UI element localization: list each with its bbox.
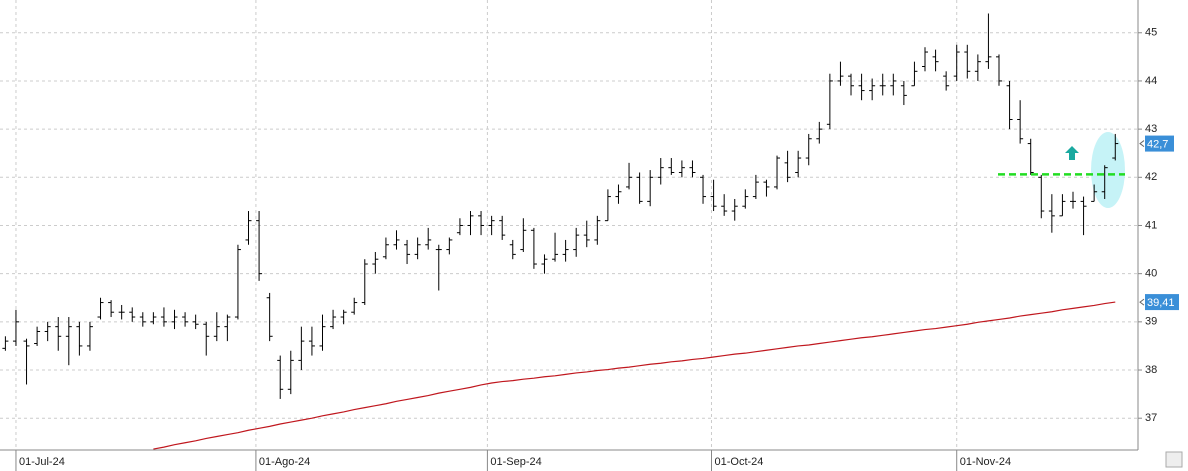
price-tag-label: 39,41 [1147,297,1175,309]
moving-average [153,301,1116,450]
price-tag-label: 42,7 [1147,138,1168,150]
price-pointer [1139,298,1145,306]
x-tick-label: 01-Ago-24 [259,456,310,468]
y-tick-label: 41 [1145,219,1157,231]
y-tick-label: 37 [1145,412,1157,424]
x-tick-label: 01-Nov-24 [960,456,1011,468]
x-tick-label: 01-Jul-24 [19,456,65,468]
y-tick-label: 45 [1145,27,1157,39]
y-tick-label: 44 [1145,75,1157,87]
y-tick-label: 42 [1145,171,1157,183]
highlight-ellipse [1091,132,1125,208]
price-pointer [1139,140,1145,147]
price-tag [1145,294,1179,311]
y-tick-label: 38 [1145,364,1157,376]
y-tick-label: 39 [1145,316,1157,328]
x-tick-label: 01-Oct-24 [714,456,763,468]
settings-button[interactable] [1165,451,1183,468]
up-arrow [1065,146,1079,160]
y-tick-label: 43 [1145,123,1157,135]
grid [0,0,1138,450]
x-tick-label: 01-Sep-24 [490,456,541,468]
y-tick-label: 40 [1145,268,1157,280]
price-tag [1145,135,1174,152]
